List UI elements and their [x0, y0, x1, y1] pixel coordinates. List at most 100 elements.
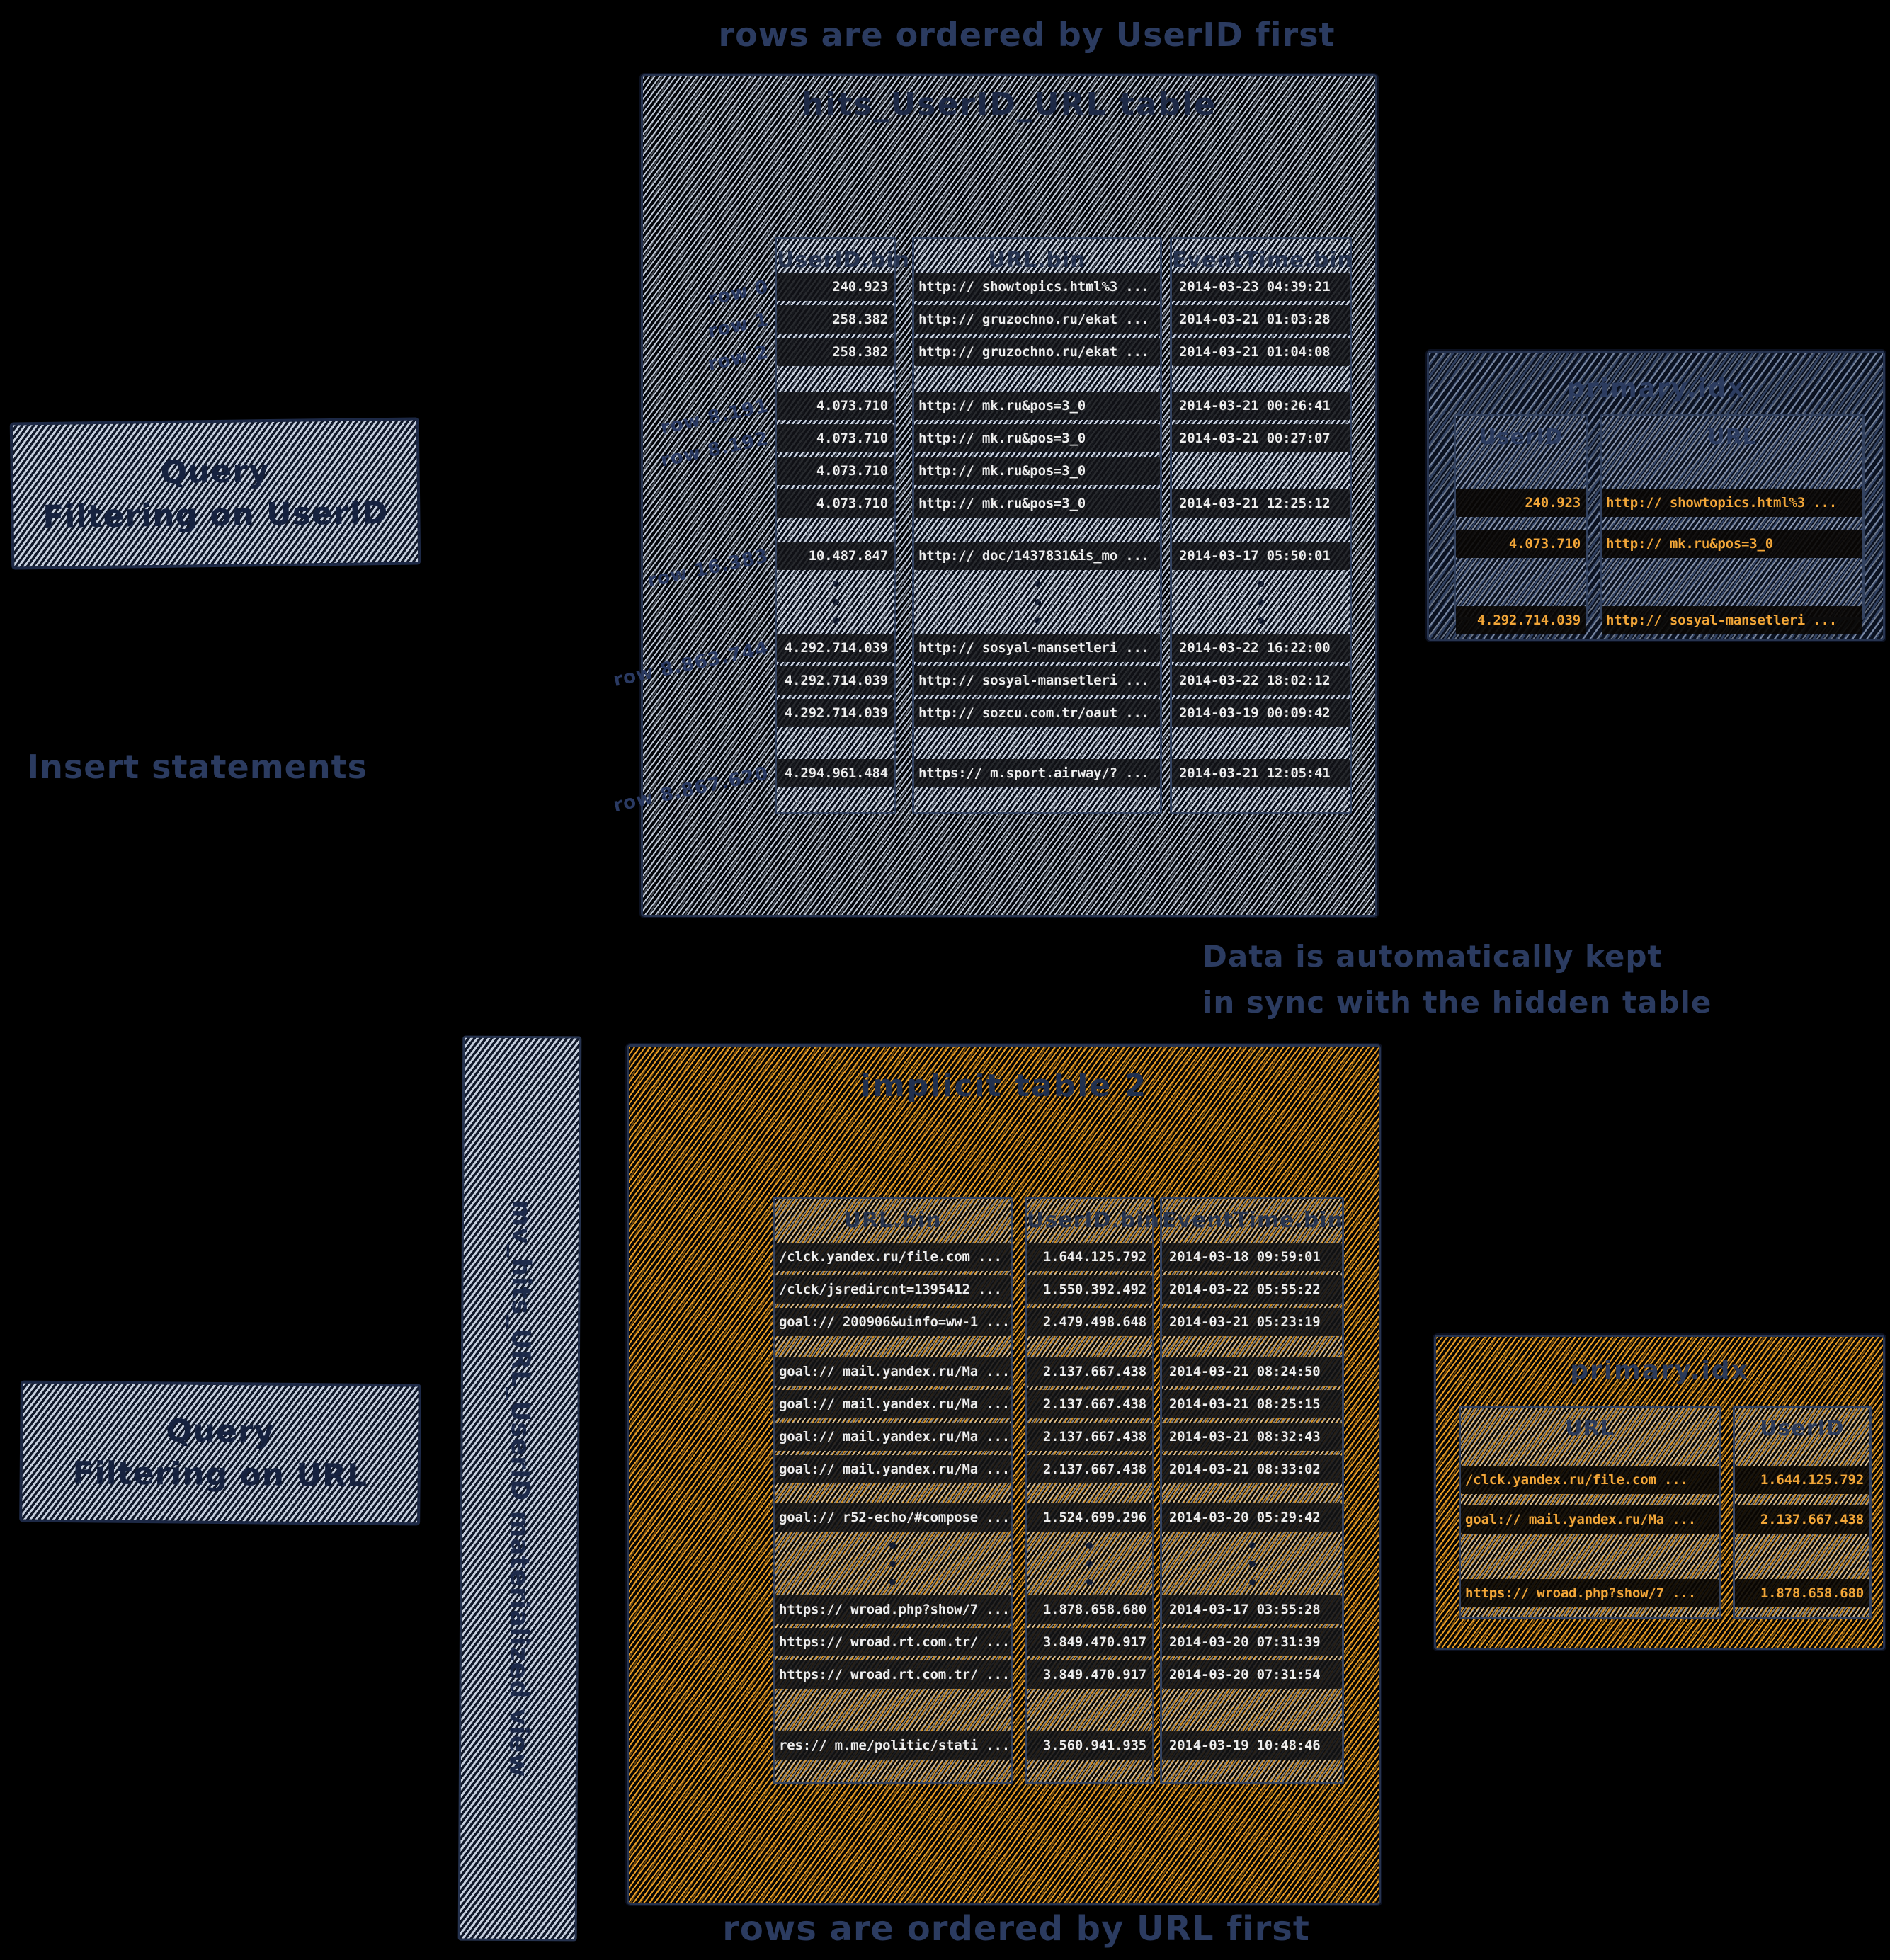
table-cell: goal:// mail.yandex.ru/Ma ...: [775, 1357, 1011, 1386]
index-cell: 1.644.125.792: [1735, 1466, 1869, 1494]
header-userid-bin-implicit: UserID.bin: [1027, 1208, 1160, 1233]
table-cell: 1.550.392.492: [1027, 1275, 1152, 1304]
index-cell: https:// wroad.php?show/7 ...: [1461, 1579, 1719, 1607]
table-cell: 10.487.847: [777, 542, 894, 570]
query-filter-label: Filtering on UserID: [42, 495, 389, 535]
ellipsis-dot: [889, 1561, 896, 1567]
table-cell: 4.292.714.039: [777, 634, 894, 662]
table-cell: 2014-03-21 05:23:19: [1162, 1308, 1342, 1336]
ellipsis-dot: [1249, 1579, 1256, 1585]
table-cell: 2014-03-23 04:39:21: [1172, 273, 1350, 301]
index-header-userid: UserID: [1479, 425, 1564, 450]
table-cell: http:// sosyal-mansetleri ...: [914, 634, 1160, 662]
query-filtering-userid-box: Query Filtering on UserID: [9, 417, 421, 570]
table-cell: 2014-03-20 07:31:54: [1162, 1660, 1342, 1689]
hits-table-title: hits_UserID_URL table: [801, 86, 1217, 122]
ellipsis-dot: [1035, 581, 1041, 587]
table-cell: 2014-03-21 01:04:08: [1172, 338, 1350, 366]
table-cell: https:// wroad.rt.com.tr/ ...: [775, 1628, 1011, 1656]
table-cell: http:// gruzochno.ru/ekat ...: [914, 305, 1160, 334]
table-cell: 2014-03-18 09:59:01: [1162, 1243, 1342, 1271]
table-cell: 2014-03-21 08:32:43: [1162, 1423, 1342, 1451]
table-cell: goal:// mail.yandex.ru/Ma ...: [775, 1390, 1011, 1418]
table-cell: 240.923: [777, 273, 894, 301]
table-cell: http:// showtopics.html%3 ...: [914, 273, 1160, 301]
ellipsis-dot: [833, 581, 839, 587]
ellipsis-dot: [833, 599, 839, 605]
ellipsis-dot: [1035, 599, 1041, 605]
table-cell: 4.073.710: [777, 424, 894, 452]
table-cell: 1.878.658.680: [1027, 1595, 1152, 1624]
table-cell: 4.073.710: [777, 392, 894, 420]
table-cell: https:// wroad.php?show/7 ...: [775, 1595, 1011, 1624]
table-cell: 2014-03-21 01:03:28: [1172, 305, 1350, 334]
table-cell: goal:// 200906&uinfo=ww-1 ...: [775, 1308, 1011, 1336]
table-cell: goal:// mail.yandex.ru/Ma ...: [775, 1423, 1011, 1451]
index-cell: http:// sosyal-mansetleri ...: [1602, 606, 1862, 634]
table-cell: http:// sosyal-mansetleri ...: [914, 666, 1160, 695]
table-cell: 1.644.125.792: [1027, 1243, 1152, 1271]
ellipsis-dot: [1258, 617, 1264, 624]
query-filter-label: Filtering on URL: [72, 1455, 368, 1494]
caption-insert-statements: Insert statements: [27, 748, 368, 786]
header-eventtime-bin-implicit: EventTime.bin: [1162, 1208, 1343, 1233]
table-cell: 4.294.961.484: [777, 759, 894, 787]
caption-rows-ordered-url: rows are ordered by URL first: [722, 1909, 1310, 1949]
ellipsis-dot: [833, 617, 839, 624]
table-cell: 2014-03-21 08:25:15: [1162, 1390, 1342, 1418]
index-header-url: URL: [1707, 425, 1757, 450]
table-cell: 2014-03-20 07:31:39: [1162, 1628, 1342, 1656]
table-cell: 4.292.714.039: [777, 666, 894, 695]
table-cell: 258.382: [777, 338, 894, 366]
materialized-view-box: mv_hits_URL_UserID materialized view: [457, 1035, 582, 1942]
table-cell: 4.292.714.039: [777, 699, 894, 727]
ellipsis-dot: [889, 1579, 896, 1585]
table-cell: http:// mk.ru&pos=3_0: [914, 424, 1160, 452]
table-cell: 2.479.498.648: [1027, 1308, 1152, 1336]
header-url-bin-implicit: URL.bin: [843, 1208, 942, 1233]
index-column-userid: [1454, 414, 1588, 620]
table-cell: 4.073.710: [777, 457, 894, 485]
table-cell: 2014-03-17 03:55:28: [1162, 1595, 1342, 1624]
table-cell: 2014-03-21 12:25:12: [1172, 489, 1350, 518]
table-cell: 258.382: [777, 305, 894, 334]
index-cell: 4.292.714.039: [1456, 606, 1586, 634]
query-label: Query: [166, 1413, 275, 1450]
ellipsis-dot: [889, 1542, 896, 1549]
table-cell: 2014-03-20 05:29:42: [1162, 1503, 1342, 1532]
index-cell: http:// mk.ru&pos=3_0: [1602, 530, 1862, 558]
index-cell: 4.073.710: [1456, 530, 1586, 558]
ellipsis-dot: [1086, 1561, 1093, 1567]
table-cell: 2014-03-22 18:02:12: [1172, 666, 1350, 695]
table-cell: 2014-03-22 16:22:00: [1172, 634, 1350, 662]
caption-sync: Data is automatically kept in sync with …: [1202, 939, 1712, 1020]
index-cell: http:// showtopics.html%3 ...: [1602, 489, 1862, 517]
ellipsis-dot: [1086, 1579, 1093, 1585]
ellipsis-dot: [1249, 1542, 1256, 1549]
table-cell: 2014-03-21 08:24:50: [1162, 1357, 1342, 1386]
query-label: Query: [160, 453, 270, 491]
table-cell: 2.137.667.438: [1027, 1357, 1152, 1386]
table-cell: https:// m.sport.airway/? ...: [914, 759, 1160, 787]
table-cell: http:// mk.ru&pos=3_0: [914, 457, 1160, 485]
table-cell: 1.524.699.296: [1027, 1503, 1152, 1532]
table-cell: https:// wroad.rt.com.tr/ ...: [775, 1660, 1011, 1689]
ellipsis-dot: [1086, 1542, 1093, 1549]
ellipsis-dot: [1035, 617, 1041, 624]
table-cell: /clck/jsredircnt=1395412 ...: [775, 1275, 1011, 1304]
header-url-bin: URL.bin: [988, 248, 1086, 273]
materialized-view-label: mv_hits_URL_UserID materialized view: [503, 1200, 536, 1777]
index-header-url2: URL: [1565, 1416, 1615, 1441]
table-cell: http:// doc/1437831&is_mo ...: [914, 542, 1160, 570]
table-cell: goal:// mail.yandex.ru/Ma ...: [775, 1455, 1011, 1483]
table-cell: goal:// r52-echo/#compose ...: [775, 1503, 1011, 1532]
table-cell: http:// mk.ru&pos=3_0: [914, 489, 1160, 518]
table-cell: http:// mk.ru&pos=3_0: [914, 392, 1160, 420]
table-cell: 2014-03-21 08:33:02: [1162, 1455, 1342, 1483]
table-cell: 2014-03-19 10:48:46: [1162, 1731, 1342, 1760]
header-userid-bin: UserID.bin: [777, 248, 910, 273]
index-cell: 240.923: [1456, 489, 1586, 517]
ellipsis-dot: [1258, 581, 1264, 587]
index-cell: 1.878.658.680: [1735, 1579, 1869, 1607]
